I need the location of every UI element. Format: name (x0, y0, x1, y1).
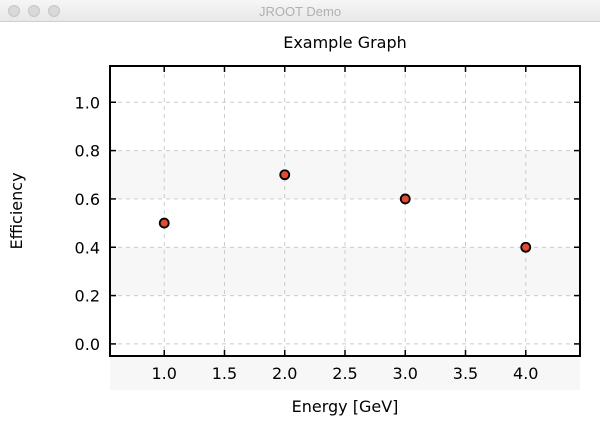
close-window-button[interactable] (8, 5, 20, 17)
data-point (520, 241, 532, 253)
background-bands (110, 150, 580, 390)
x-tick-label: 3.5 (453, 364, 478, 383)
x-tick-label: 4.0 (513, 364, 538, 383)
x-tick-label: 1.0 (152, 364, 177, 383)
chart-area: 1.0 1.5 2.0 2.5 3.0 3.5 4.0 0.0 0.2 0.4 0.6 0.8 1.0… (0, 22, 600, 422)
data-point (279, 169, 291, 181)
x-tick-labels: 1.0 1.5 2.0 2.5 3.0 3.5 4.0 (152, 364, 539, 383)
y-tick-label: 0.4 (75, 238, 100, 257)
y-tick-label: 0.8 (75, 142, 100, 161)
x-axis-title: Energy [GeV] (292, 397, 399, 416)
chart-title: Example Graph (283, 33, 407, 52)
background-band (110, 247, 580, 296)
window-title: JROOT Demo (258, 4, 342, 19)
maximize-window-button[interactable] (48, 5, 60, 17)
y-tick-label: 0.6 (75, 190, 100, 209)
y-tick-labels: 0.0 0.2 0.4 0.6 0.8 1.0 (75, 93, 100, 354)
x-tick-label: 2.5 (332, 364, 357, 383)
y-axis-title: Efficiency (7, 172, 26, 249)
x-tick-label: 1.5 (212, 364, 237, 383)
x-tick-label: 3.0 (393, 364, 418, 383)
y-tick-label: 0.2 (75, 287, 100, 306)
minimize-window-button[interactable] (28, 5, 40, 17)
grid-lines (110, 66, 580, 356)
axis-ticks (110, 66, 580, 356)
x-tick-label: 2.0 (272, 364, 297, 383)
data-point (399, 193, 411, 205)
data-point (158, 217, 170, 229)
y-tick-label: 0.0 (75, 335, 100, 354)
title-bar[interactable]: JROOT Demo (0, 0, 600, 22)
y-tick-label: 1.0 (75, 93, 100, 112)
scatter-chart: 1.0 1.5 2.0 2.5 3.0 3.5 4.0 0.0 0.2 0.4 0.6 0.8 1.0… (7, 33, 581, 416)
x-label-band (110, 356, 580, 390)
background-band (110, 150, 580, 199)
data-points (158, 169, 532, 253)
